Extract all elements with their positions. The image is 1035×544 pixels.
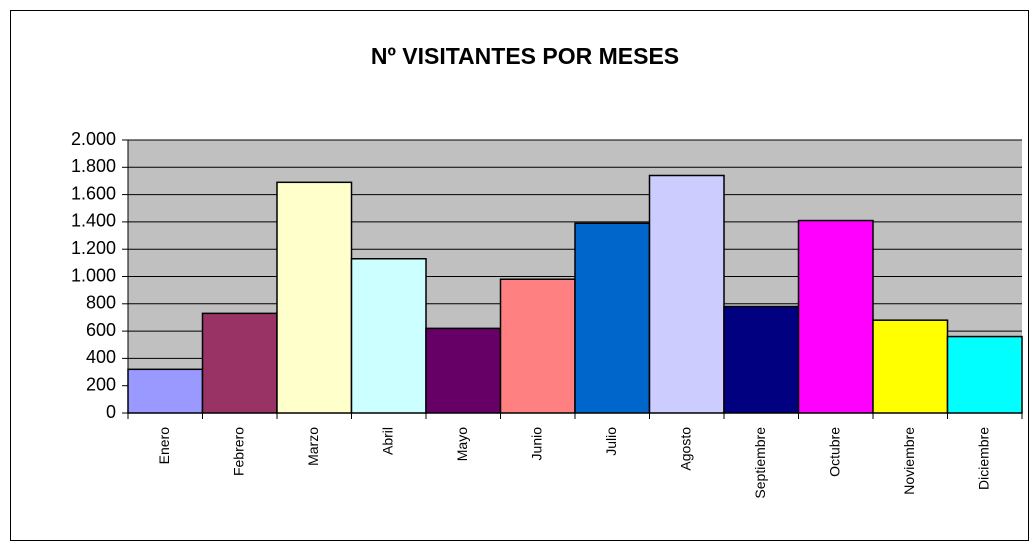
y-tick-label: 0 [106,402,116,422]
bar [723,305,800,414]
x-tick-label: Agosto [677,427,693,471]
bar [350,258,427,414]
bar [425,327,502,414]
x-tick-label: Abril [379,427,395,455]
chart-title: Nº VISITANTES POR MESES [371,43,679,69]
x-tick-label: Diciembre [975,427,991,490]
bar [574,222,651,414]
y-tick-label: 2.000 [71,129,116,149]
y-tick-label: 1.800 [71,156,116,176]
x-tick-label: Enero [156,427,172,465]
y-tick-label: 1.400 [71,211,116,231]
bar [201,312,278,414]
bar [648,174,725,414]
y-tick-label: 400 [86,347,116,367]
bar [797,219,874,414]
bar [872,319,949,414]
bar [499,278,576,414]
y-tick-label: 200 [86,374,116,394]
x-tick-label: Mayo [454,427,470,461]
x-tick-label: Octubre [826,427,842,477]
y-tick-label: 600 [86,320,116,340]
x-tick-label: Julio [603,427,619,456]
y-tick-label: 1.600 [71,183,116,203]
y-tick-label: 800 [86,293,116,313]
y-tick-label: 1.000 [71,265,116,285]
x-tick-label: Noviembre [901,427,917,495]
x-tick-label: Febrero [230,427,246,476]
bar [276,181,353,414]
x-tick-label: Marzo [305,427,321,466]
y-tick-label: 1.200 [71,238,116,258]
bar [946,335,1023,414]
x-tick-label: Junio [528,427,544,461]
x-tick-label: Septiembre [752,427,768,499]
bar [127,368,204,414]
